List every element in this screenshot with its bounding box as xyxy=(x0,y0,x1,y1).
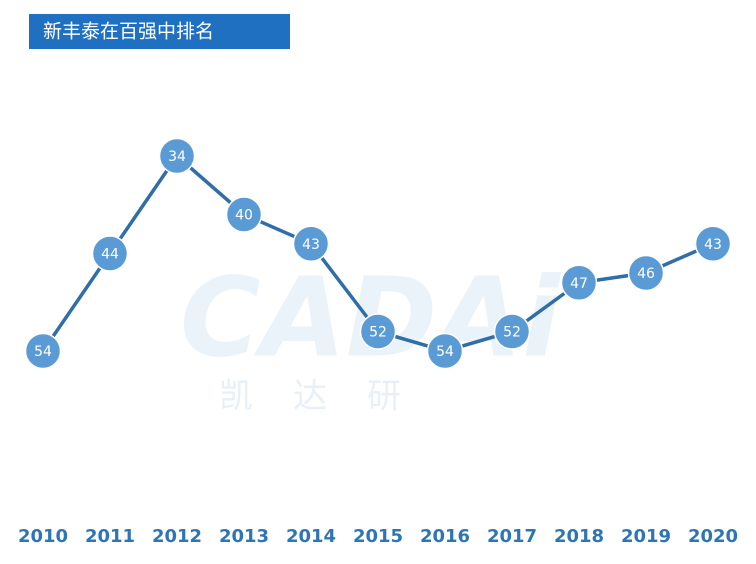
x-tick-label: 2014 xyxy=(286,526,336,547)
data-label: 47 xyxy=(570,276,588,292)
data-label: 34 xyxy=(168,149,186,165)
data-label: 52 xyxy=(503,325,521,341)
x-tick-label: 2016 xyxy=(420,526,470,547)
data-label: 52 xyxy=(369,325,387,341)
marker xyxy=(24,332,62,370)
data-label: 43 xyxy=(302,237,320,253)
marker xyxy=(694,225,732,262)
marker xyxy=(359,313,397,350)
x-tick-label: 2011 xyxy=(85,526,135,547)
x-tick-label: 2018 xyxy=(554,526,604,547)
x-tick-label: 2013 xyxy=(219,526,269,547)
x-tick-label: 2012 xyxy=(152,526,202,547)
marker xyxy=(158,137,196,175)
x-tick-label: 2019 xyxy=(621,526,671,547)
marker xyxy=(627,254,665,292)
data-label: 54 xyxy=(34,344,52,360)
marker xyxy=(426,332,464,370)
marker xyxy=(560,264,598,301)
x-tick-label: 2020 xyxy=(688,526,738,547)
x-tick-label: 2010 xyxy=(18,526,68,547)
title-box xyxy=(29,14,290,49)
data-label: 43 xyxy=(704,237,722,253)
marker xyxy=(493,313,531,350)
x-tick-label: 2017 xyxy=(487,526,537,547)
data-label: 40 xyxy=(235,208,253,224)
data-label: 54 xyxy=(436,344,454,360)
marker xyxy=(225,196,263,233)
data-label: 44 xyxy=(101,247,119,263)
marker xyxy=(292,225,330,262)
watermark-sub: 凯达研 xyxy=(219,377,441,417)
data-label: 46 xyxy=(637,266,655,282)
x-tick-label: 2015 xyxy=(353,526,403,547)
chart-title: 新丰泰在百强中排名 xyxy=(43,21,214,43)
marker xyxy=(91,235,129,272)
